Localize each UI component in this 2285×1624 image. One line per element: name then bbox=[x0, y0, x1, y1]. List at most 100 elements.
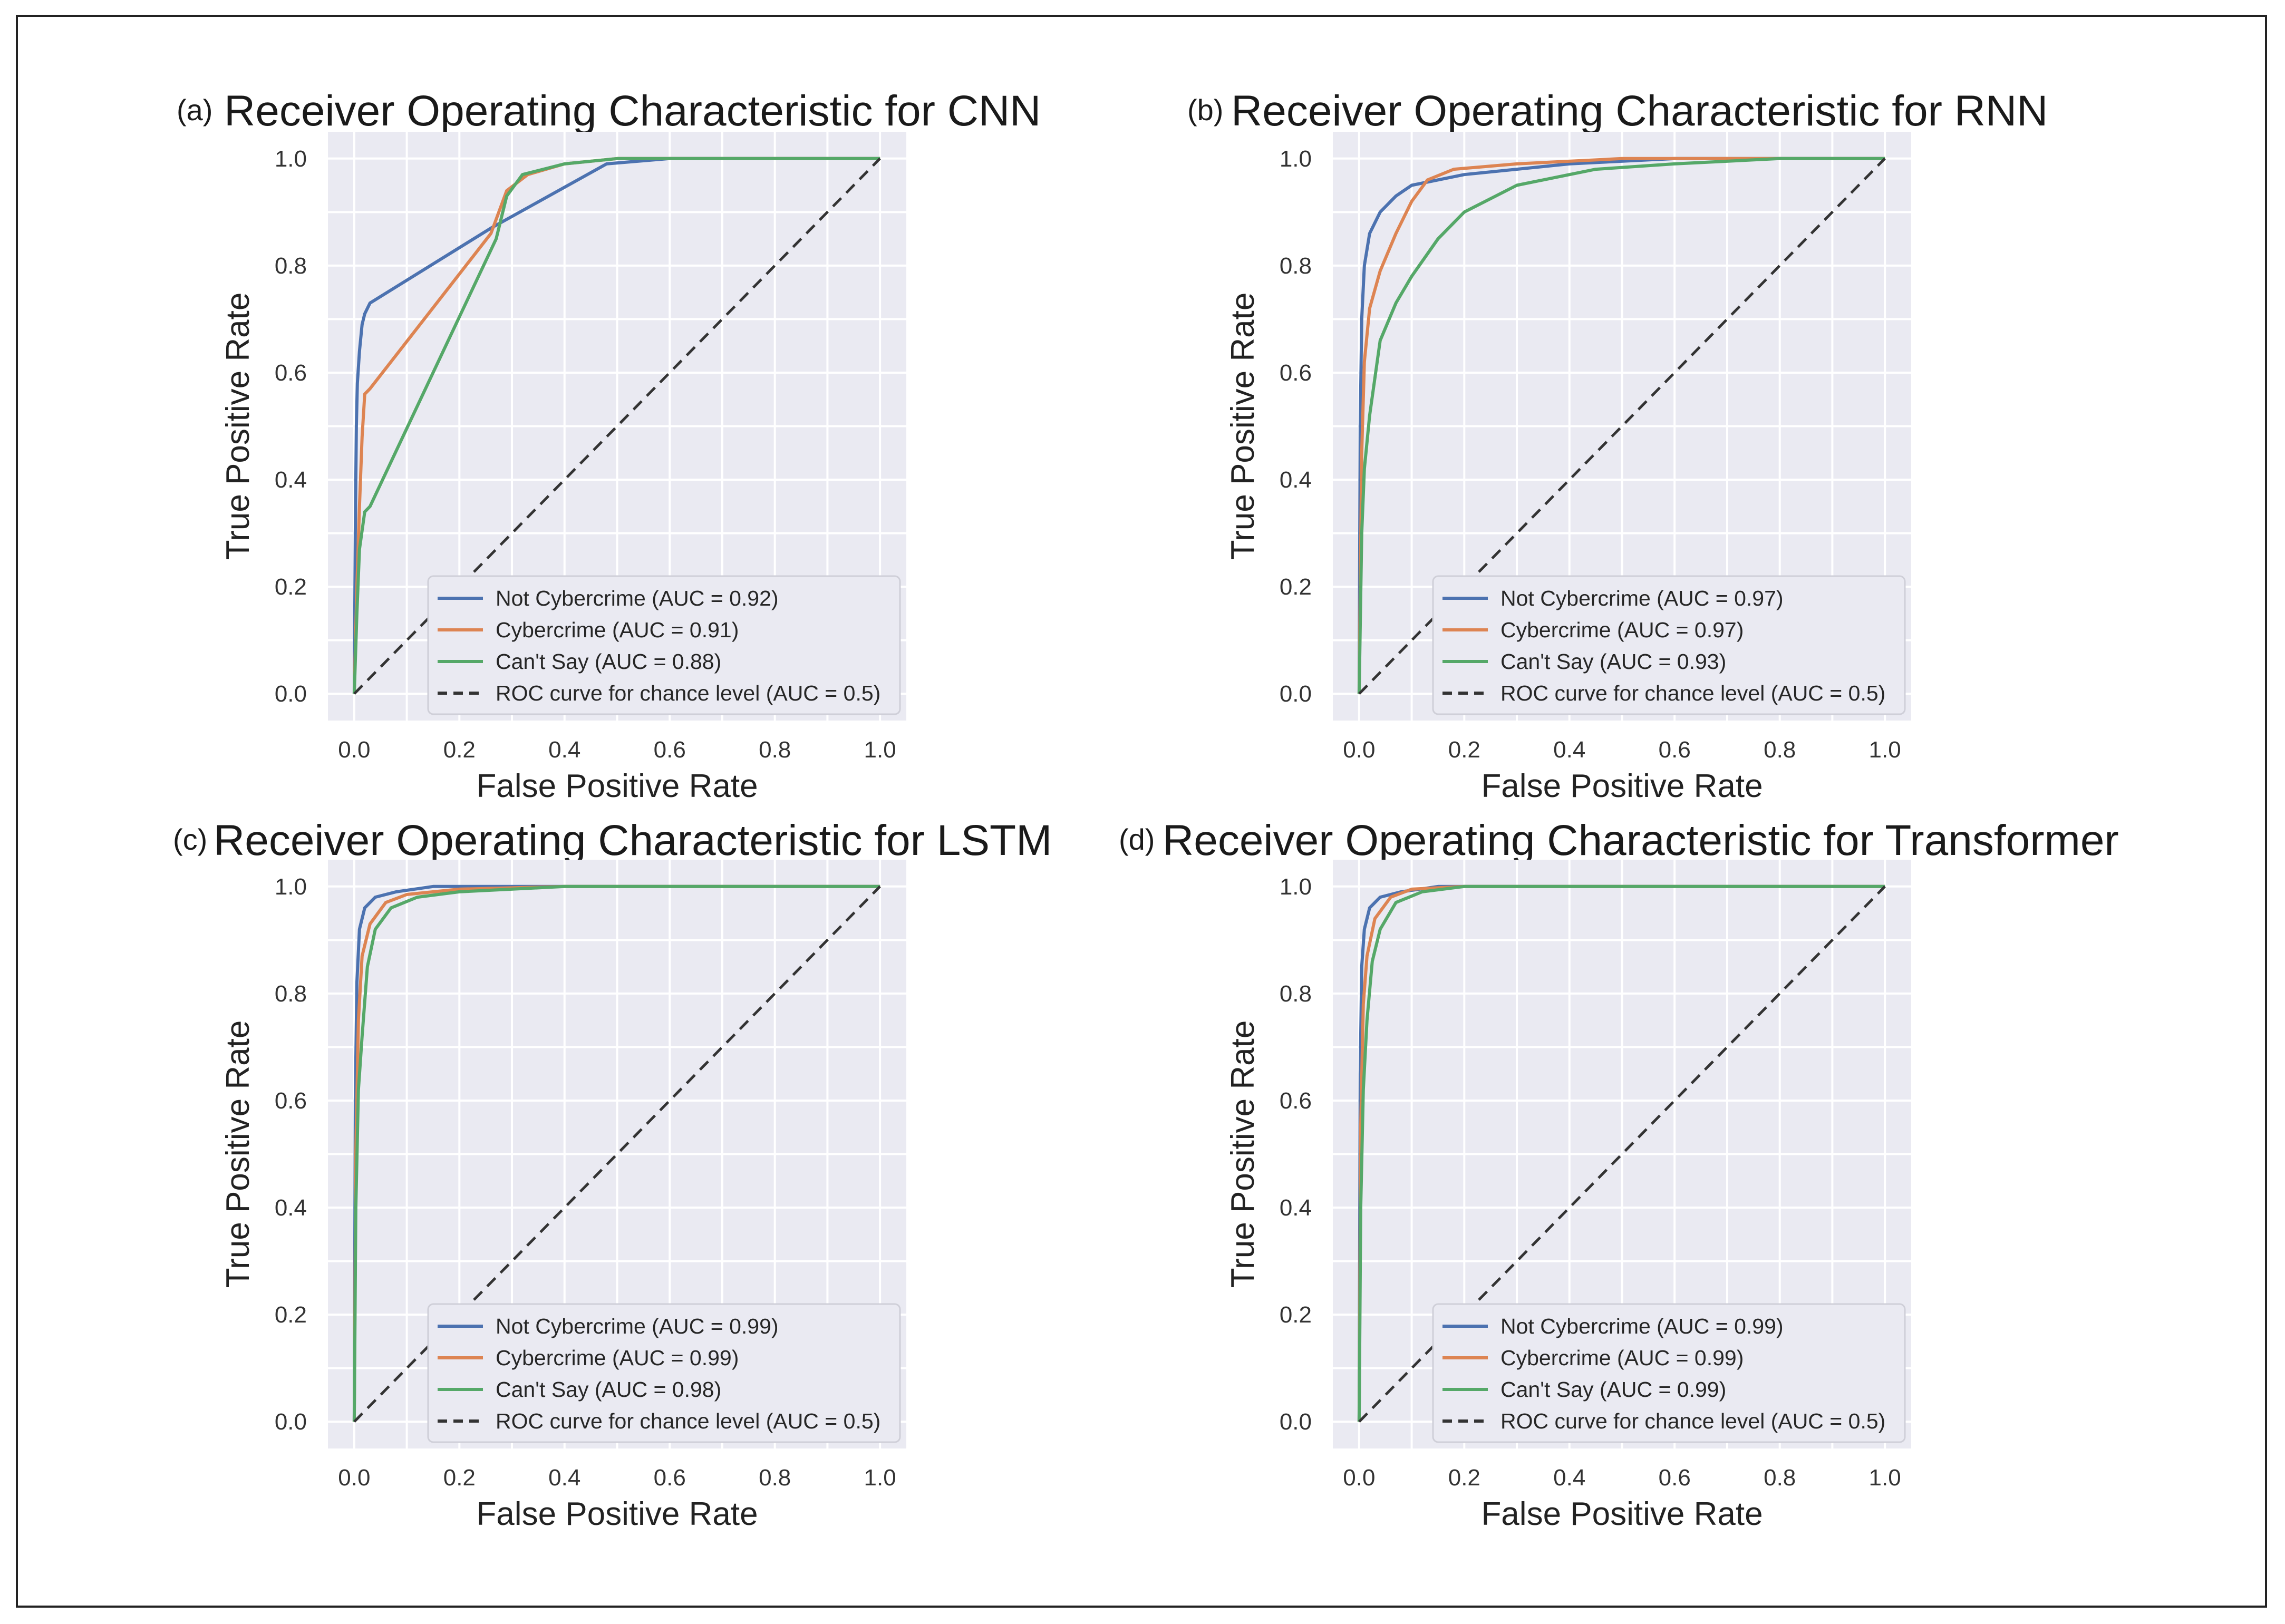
x-tick-label: 1.0 bbox=[864, 737, 896, 763]
legend-entry: ROC curve for chance level (AUC = 0.5) bbox=[496, 681, 880, 705]
x-tick-label: 0.4 bbox=[548, 737, 580, 763]
roc-curve-3 bbox=[352, 884, 880, 1422]
legend-entry: Can't Say (AUC = 0.93) bbox=[1500, 649, 1726, 674]
y-tick-label: 0.2 bbox=[275, 1302, 307, 1328]
x-tick-label: 0.6 bbox=[654, 737, 686, 763]
y-tick-label: 0.8 bbox=[275, 981, 307, 1007]
y-tick-label: 1.0 bbox=[275, 146, 307, 172]
roc-curve-3 bbox=[352, 157, 880, 694]
x-tick-label: 0.6 bbox=[1659, 737, 1691, 763]
y-tick-label: 1.0 bbox=[275, 874, 307, 900]
roc-curve-1 bbox=[352, 157, 880, 694]
roc-curve-3 bbox=[1357, 884, 1885, 1422]
roc-panel-4: (d) Receiver Operating Characteristic for… bbox=[1119, 816, 2119, 1532]
legend-entry: Can't Say (AUC = 0.88) bbox=[496, 649, 721, 674]
legend-entry: Can't Say (AUC = 0.99) bbox=[1500, 1377, 1726, 1402]
y-tick-label: 0.2 bbox=[1280, 574, 1312, 600]
legend-entry: ROC curve for chance level (AUC = 0.5) bbox=[496, 1409, 880, 1433]
y-tick-label: 0.8 bbox=[275, 253, 307, 279]
legend-box bbox=[1432, 575, 1906, 715]
y-tick-label: 0.4 bbox=[275, 467, 307, 493]
legend-box bbox=[427, 575, 901, 715]
x-tick-label: 0.4 bbox=[1553, 1465, 1585, 1491]
legend-entry: Can't Say (AUC = 0.98) bbox=[496, 1377, 721, 1402]
x-tick-label: 0.8 bbox=[759, 737, 791, 763]
legend: Not Cybercrime (AUC = 0.99) Cybercrime (A… bbox=[1432, 1303, 1906, 1443]
x-axis-label: False Positive Rate bbox=[476, 1496, 758, 1532]
x-tick-label: 1.0 bbox=[864, 1465, 896, 1491]
y-tick-label: 0.0 bbox=[1280, 681, 1312, 707]
y-tick-label: 1.0 bbox=[1280, 146, 1312, 172]
x-tick-label: 0.8 bbox=[759, 1465, 791, 1491]
legend-box bbox=[427, 1303, 901, 1443]
legend-entry: Not Cybercrime (AUC = 0.99) bbox=[1500, 1314, 1784, 1338]
x-axis-label: False Positive Rate bbox=[1481, 768, 1763, 804]
x-tick-label: 0.0 bbox=[338, 737, 370, 763]
x-tick-label: 0.2 bbox=[1448, 737, 1480, 763]
legend-entry: Cybercrime (AUC = 0.97) bbox=[1500, 618, 1744, 642]
y-tick-label: 0.8 bbox=[1280, 981, 1312, 1007]
panel-label: (c) bbox=[173, 823, 207, 856]
chart-title: Receiver Operating Characteristic for RN… bbox=[1231, 87, 2048, 135]
y-axis-label: True Positive Rate bbox=[1225, 1020, 1261, 1288]
panel-label: (d) bbox=[1119, 823, 1155, 856]
legend-entry: ROC curve for chance level (AUC = 0.5) bbox=[1500, 1409, 1885, 1433]
legend-entry: Not Cybercrime (AUC = 0.92) bbox=[496, 586, 779, 610]
x-tick-label: 0.0 bbox=[338, 1465, 370, 1491]
x-tick-label: 0.6 bbox=[1659, 1465, 1691, 1491]
x-tick-label: 0.4 bbox=[548, 1465, 580, 1491]
roc-panel-2: (b) Receiver Operating Characteristic for… bbox=[1187, 87, 2048, 804]
y-tick-label: 1.0 bbox=[1280, 874, 1312, 900]
roc-curve-1 bbox=[352, 884, 880, 1422]
roc-panel-1: (a) Receiver Operating Characteristic for… bbox=[177, 87, 1041, 804]
legend: Not Cybercrime (AUC = 0.92) Cybercrime (A… bbox=[427, 575, 901, 715]
x-tick-label: 0.2 bbox=[443, 1465, 476, 1491]
roc-panel-3: (c) Receiver Operating Characteristic for… bbox=[173, 816, 1052, 1532]
legend: Not Cybercrime (AUC = 0.99) Cybercrime (A… bbox=[427, 1303, 901, 1443]
y-axis-label: True Positive Rate bbox=[1225, 293, 1261, 560]
chart-title: Receiver Operating Characteristic for LS… bbox=[214, 816, 1052, 864]
x-tick-label: 0.8 bbox=[1764, 1465, 1796, 1491]
x-tick-label: 0.8 bbox=[1764, 737, 1796, 763]
x-axis-label: False Positive Rate bbox=[1481, 1496, 1763, 1532]
legend-entry: Cybercrime (AUC = 0.91) bbox=[496, 618, 739, 642]
x-tick-label: 0.6 bbox=[654, 1465, 686, 1491]
roc-curve-3 bbox=[1357, 157, 1885, 694]
legend-entry: Not Cybercrime (AUC = 0.97) bbox=[1500, 586, 1784, 610]
roc-curve-2 bbox=[1357, 157, 1885, 694]
x-tick-label: 0.0 bbox=[1343, 737, 1375, 763]
y-tick-label: 0.4 bbox=[1280, 467, 1312, 493]
y-tick-label: 0.0 bbox=[1280, 1409, 1312, 1435]
x-tick-label: 0.4 bbox=[1553, 737, 1585, 763]
legend-entry: Cybercrime (AUC = 0.99) bbox=[1500, 1346, 1744, 1370]
y-axis-label: True Positive Rate bbox=[220, 1020, 256, 1288]
legend-entry: Cybercrime (AUC = 0.99) bbox=[496, 1346, 739, 1370]
legend: Not Cybercrime (AUC = 0.97) Cybercrime (A… bbox=[1432, 575, 1906, 715]
y-tick-label: 0.6 bbox=[1280, 1088, 1312, 1114]
x-tick-label: 0.0 bbox=[1343, 1465, 1375, 1491]
x-tick-label: 1.0 bbox=[1869, 737, 1901, 763]
y-tick-label: 0.4 bbox=[1280, 1195, 1312, 1221]
chart-title: Receiver Operating Characteristic for Tr… bbox=[1163, 816, 2119, 864]
roc-curve-1 bbox=[1357, 157, 1885, 694]
x-axis-label: False Positive Rate bbox=[476, 768, 758, 804]
legend-entry: ROC curve for chance level (AUC = 0.5) bbox=[1500, 681, 1885, 705]
y-tick-label: 0.0 bbox=[275, 681, 307, 707]
panel-label: (b) bbox=[1187, 93, 1223, 127]
legend-entry: Not Cybercrime (AUC = 0.99) bbox=[496, 1314, 779, 1338]
y-tick-label: 0.4 bbox=[275, 1195, 307, 1221]
y-axis-label: True Positive Rate bbox=[220, 293, 256, 560]
y-tick-label: 0.8 bbox=[1280, 253, 1312, 279]
x-tick-label: 0.2 bbox=[443, 737, 476, 763]
chart-title: Receiver Operating Characteristic for CN… bbox=[224, 87, 1041, 135]
legend-box bbox=[1432, 1303, 1906, 1443]
y-tick-label: 0.6 bbox=[275, 1088, 307, 1114]
y-tick-label: 0.0 bbox=[275, 1409, 307, 1435]
x-tick-label: 0.2 bbox=[1448, 1465, 1480, 1491]
y-tick-label: 0.2 bbox=[1280, 1302, 1312, 1328]
y-tick-label: 0.6 bbox=[275, 360, 307, 386]
y-tick-label: 0.6 bbox=[1280, 360, 1312, 386]
panel-label: (a) bbox=[177, 93, 212, 127]
x-tick-label: 1.0 bbox=[1869, 1465, 1901, 1491]
